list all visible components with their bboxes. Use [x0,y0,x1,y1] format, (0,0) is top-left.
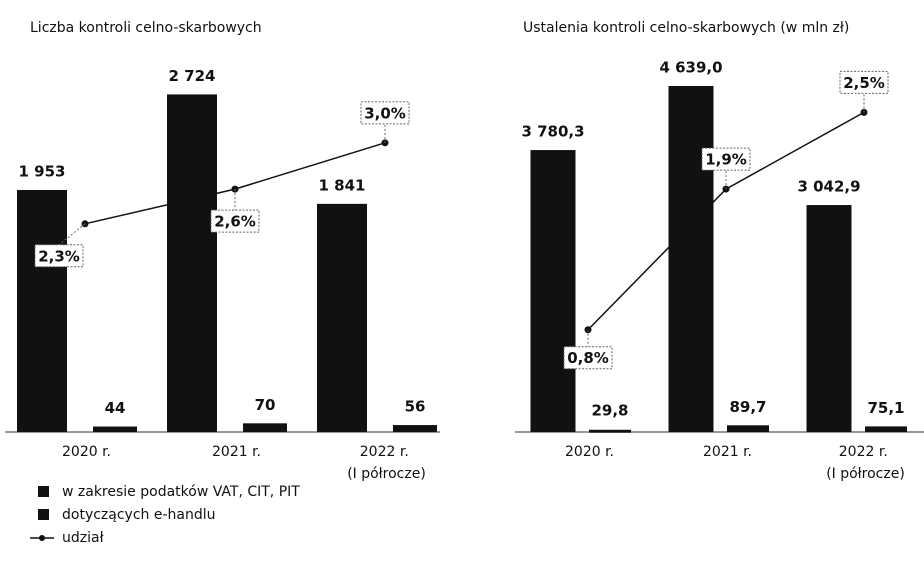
value-label: 2 724 [169,67,216,85]
line-label: 2,6% [214,213,256,231]
value-label: 75,1 [867,399,904,417]
x-tick-label: 2020 r. [565,444,614,460]
x-tick-line: 2022 r. [839,444,892,460]
bar [668,86,714,432]
legend-swatch [38,486,49,497]
value-label: 29,8 [591,402,628,420]
label-box [210,209,260,233]
line-label: 2,5% [843,74,885,92]
legend-label: dotyczących e-handlu [62,507,216,523]
x-tick-line: (I półrocze) [826,466,905,482]
x-tick-label: 2022 r. (I półrocze) [347,444,426,482]
legend-label: w zakresie podatków VAT, CIT, PIT [62,484,300,500]
bar [727,425,769,432]
label-box [563,346,613,370]
bar [530,150,576,433]
label-box [701,147,751,171]
value-label: 1 953 [19,162,66,180]
line-label: 0,8% [567,349,609,367]
bar [317,203,367,432]
bar [243,423,287,432]
label-box [839,70,889,94]
line-label: 3,0% [364,104,406,122]
chart-title: Ustalenia kontroli celno-skarbowych (w m… [523,20,849,36]
label-box [34,244,84,268]
line-label: 2,3% [38,247,80,265]
value-label: 70 [255,396,276,414]
x-tick-line: 2022 r. [360,444,413,460]
bar [589,429,631,433]
value-label: 89,7 [729,398,766,416]
x-tick-line: (I półrocze) [347,466,426,482]
x-tick-label: 2021 r. [703,444,752,460]
value-label: 3 042,9 [797,178,860,196]
line-label: 1,9% [705,151,747,169]
bar [393,425,437,432]
bar [806,205,852,432]
bar [865,426,907,432]
x-tick-label: 2021 r. [212,444,261,460]
legend-swatch [38,509,49,520]
value-label: 44 [105,399,126,417]
chart-title: Liczba kontroli celno-skarbowych [30,20,262,36]
label-box [360,101,410,125]
legend-label: udział [62,530,104,546]
bar [93,426,137,432]
x-tick-label: 2022 r. (I półrocze) [826,444,905,482]
x-tick-label: 2020 r. [62,444,111,460]
value-label: 1 841 [319,176,366,194]
value-label: 4 639,0 [659,59,722,77]
label-pointer [58,223,86,246]
legend: w zakresie podatków VAT, CIT, PIT dotycz… [30,484,300,546]
bar [167,94,217,432]
bar [17,189,67,432]
value-label: 3 780,3 [521,123,584,141]
legend-dot [39,535,45,541]
value-label: 56 [405,398,426,416]
